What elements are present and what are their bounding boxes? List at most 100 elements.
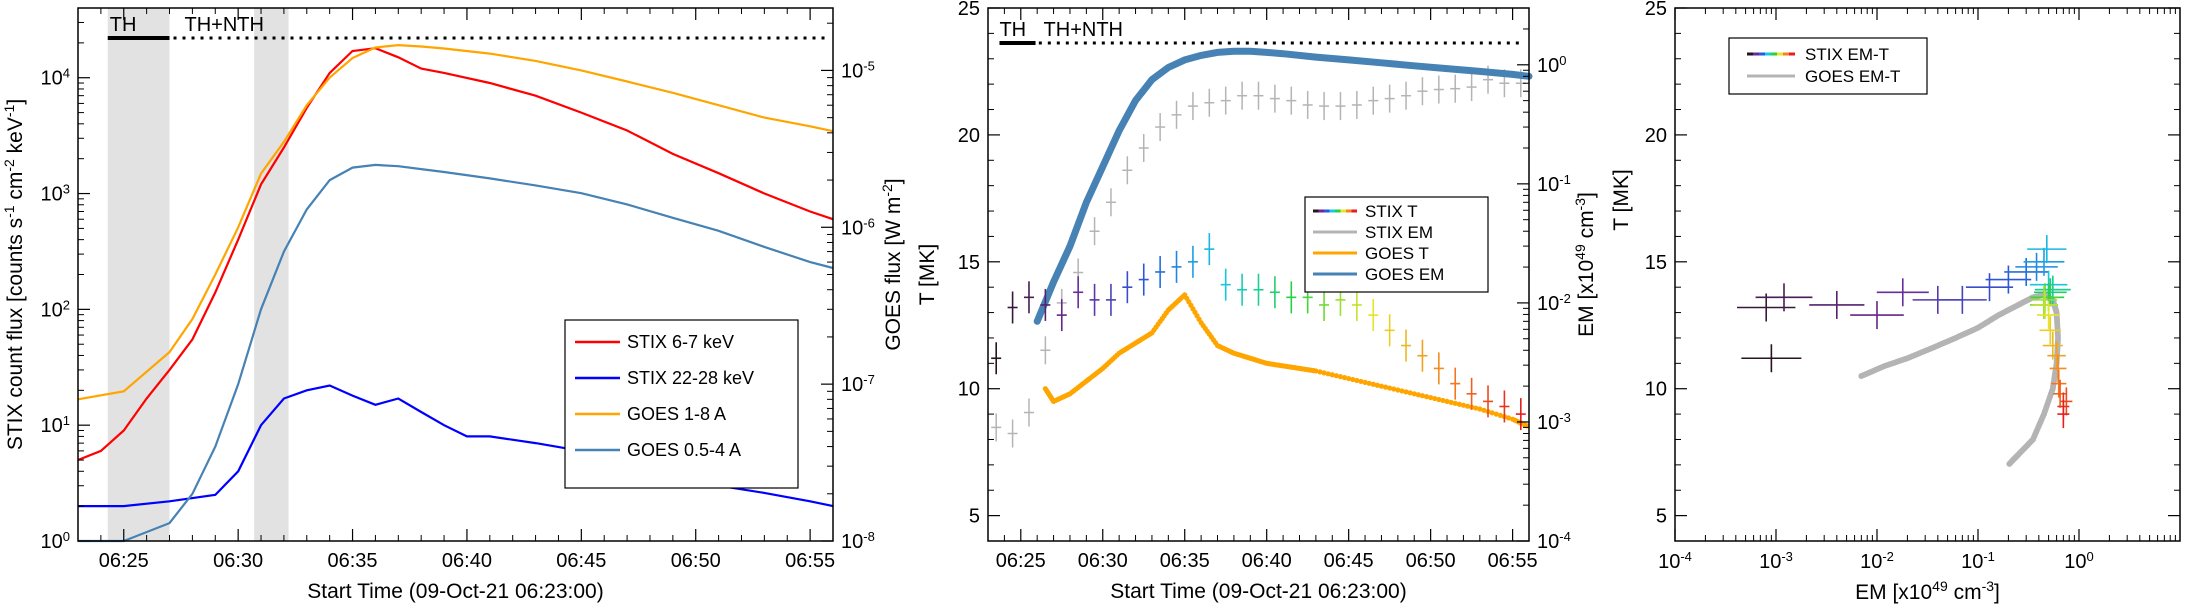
p2-goes-t-point (1411, 391, 1417, 397)
p3-y-tick-label: 15 (1645, 252, 1667, 274)
p3-x-axis-label: EM [x1049 cm-3] (1855, 578, 2000, 604)
p2-goes-t-point (1473, 405, 1479, 411)
p1-series-line-3 (78, 163, 834, 543)
p2-goes-t-point (1362, 379, 1368, 385)
p2-y-tick-label: 5 (969, 506, 980, 528)
p2-goes-t-point (1317, 369, 1323, 375)
p1-legend-box (564, 319, 799, 489)
p2-legend-label: STIX T (1365, 202, 1418, 221)
p2-goes-t-point (1428, 394, 1434, 401)
p2-x-tick-label: 06:25 (996, 550, 1046, 572)
p1-th-nth-label: TH+NTH (185, 14, 264, 36)
p2-goes-t-point (1350, 376, 1356, 383)
p1-y-tick-label: 104 (41, 65, 70, 90)
p2-y2-tick-label: 10-4 (1537, 529, 1571, 554)
p2-goes-t-point (1346, 375, 1352, 382)
p2-goes-t-point (1460, 402, 1467, 408)
p1-legend-label: GOES 1-8 A (627, 404, 726, 424)
p2-y2-tick-label: 10-3 (1537, 409, 1571, 434)
p2-goes-t-point (1313, 368, 1319, 374)
p3-y-axis-label: T [MK] (1610, 169, 1633, 230)
p2-th-label: TH (999, 19, 1026, 41)
p3-x-tick-label: 10-2 (1860, 549, 1894, 574)
p2-plot-frame (987, 7, 1530, 542)
p2-goes-t-point (1505, 415, 1512, 421)
p1-x-axis-label: Start Time (09-Oct-21 06:23:00) (307, 580, 603, 603)
p1-y2-tick-label: 10-8 (841, 529, 875, 554)
p2-goes-t-point (1497, 412, 1503, 418)
p2-goes-t-point (1456, 401, 1462, 407)
p2-y-tick-label: 15 (958, 252, 980, 274)
p2-goes-t-point (1333, 373, 1339, 379)
p2-goes-t-point (1444, 398, 1450, 405)
p2-y2-tick-label: 10-1 (1537, 171, 1571, 196)
p1-x-tick-label: 06:55 (785, 550, 835, 572)
p2-legend-box (1304, 196, 1489, 293)
p2-goes-t-series (1042, 292, 1530, 429)
p2-goes-t-point (1329, 372, 1335, 378)
p2-goes-t-point (1407, 390, 1413, 396)
p3-plot-frame (1674, 7, 2181, 542)
p3-y-tick-label: 20 (1645, 125, 1667, 147)
p2-goes-t-point (1395, 387, 1401, 393)
p1-series-line-2 (77, 43, 834, 401)
p3-legend-box (1728, 37, 1928, 95)
p2-goes-t-point (1387, 385, 1393, 391)
p2-goes-t-point (1432, 395, 1438, 402)
p2-y2-tick-label: 100 (1537, 52, 1566, 77)
p2-goes-t-point (1341, 375, 1348, 381)
p2-goes-t-point (1440, 397, 1446, 404)
p2-goes-t-point (1366, 380, 1372, 386)
p1-y2-tick-label: 10-5 (841, 58, 875, 83)
p2-goes-t-point (1477, 406, 1483, 412)
p3-goes-em-t-series (1858, 291, 2062, 467)
p2-goes-t-point (1419, 393, 1426, 399)
p2-goes-t-point (1321, 370, 1327, 376)
p1-y-tick-label: 100 (41, 529, 70, 554)
p3-legend-label: STIX EM-T (1805, 45, 1889, 64)
p1-x-tick-label: 06:25 (99, 550, 149, 572)
p2-goes-t-point (1358, 378, 1364, 385)
p2-x-tick-label: 06:50 (1406, 550, 1456, 572)
p1-shaded-interval (107, 8, 170, 541)
p3-x-tick-label: 100 (2064, 549, 2093, 574)
p1-y2-axis-label: GOES flux [W m-2] (879, 178, 905, 350)
p2-goes-t-point (1489, 410, 1495, 416)
p2-goes-t-point (1370, 381, 1376, 387)
p1-x-tick-label: 06:35 (328, 550, 378, 572)
p1-th-label: TH (110, 14, 137, 36)
p2-x-tick-label: 06:45 (1324, 550, 1374, 572)
p1-x-tick-label: 06:30 (213, 550, 263, 572)
p2-x-tick-label: 06:35 (1160, 550, 1210, 572)
p1-y-tick-label: 103 (41, 181, 70, 206)
p2-goes-t-point (1481, 407, 1487, 413)
p1-x-tick-label: 06:45 (556, 550, 606, 572)
p2-y-tick-label: 25 (958, 0, 980, 20)
p2-goes-t-point (1399, 388, 1405, 394)
p1-y2-tick-label: 10-6 (841, 215, 875, 240)
p2-goes-t-point (1403, 389, 1409, 395)
p3-y-tick-label: 10 (1645, 379, 1667, 401)
p3-x-tick-label: 10-4 (1658, 549, 1692, 574)
p1-shaded-interval (254, 8, 289, 541)
p2-goes-t-point (1448, 399, 1454, 405)
p1-y-axis-label: STIX count flux [counts s-1 cm-2 keV-1] (1, 99, 27, 450)
p3-goes-point (2006, 460, 2013, 467)
p2-goes-em-line (1033, 47, 1533, 325)
p2-th-nth-label: TH+NTH (1044, 19, 1123, 41)
p2-goes-t-point (1391, 386, 1397, 392)
p2-x-tick-label: 06:40 (1242, 550, 1292, 572)
p2-x-tick-label: 06:30 (1078, 550, 1128, 572)
p2-legend-label: GOES EM (1365, 265, 1444, 284)
p1-legend-label: GOES 0.5-4 A (627, 440, 741, 460)
p2-goes-t-point (1337, 374, 1344, 380)
p2-goes-t-point (1378, 383, 1385, 389)
p1-legend-label: STIX 22-28 keV (627, 368, 754, 388)
p2-goes-t-point (1464, 403, 1471, 409)
p2-y-tick-label: 20 (958, 125, 980, 147)
p1-x-tick-label: 06:40 (442, 550, 492, 572)
p1-legend-label: STIX 6-7 keV (627, 332, 734, 352)
p2-x-tick-label: 06:55 (1488, 550, 1538, 572)
p2-legend-label: GOES T (1365, 244, 1429, 263)
